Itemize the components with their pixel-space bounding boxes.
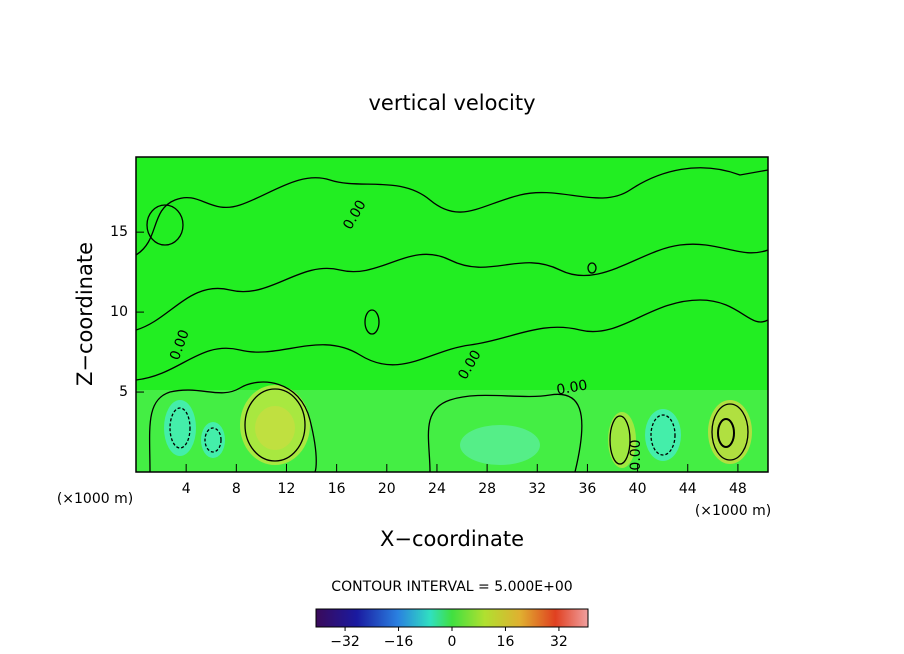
- colorbar-tick-label: −32: [330, 634, 360, 650]
- x-tick-label: 48: [729, 481, 747, 497]
- x-unit-label: (×1000 m): [57, 491, 133, 507]
- x-tick-label: 40: [629, 481, 647, 497]
- y-axis-label: Z−coordinate: [73, 242, 97, 386]
- x-tick-label: 12: [278, 481, 296, 497]
- x-tick-label: 24: [428, 481, 446, 497]
- plot-frame: [135, 156, 769, 473]
- colorbar: [315, 608, 589, 628]
- x-unit-label: (×1000 m): [695, 503, 771, 519]
- colorbar-tick-label: −16: [384, 634, 414, 650]
- colorbar-tick-label: 32: [550, 634, 568, 650]
- x-tick-label: 44: [679, 481, 697, 497]
- contour-label: 0.00: [628, 439, 644, 470]
- colorbar-tick-label: 16: [497, 634, 515, 650]
- y-tick-label: 15: [110, 224, 128, 240]
- contour-label: 0.00: [555, 377, 588, 398]
- x-axis-label: X−coordinate: [380, 527, 524, 551]
- contour-field: [136, 157, 768, 472]
- x-tick-label: 20: [378, 481, 396, 497]
- contour-interval: CONTOUR INTERVAL = 5.000E+00: [331, 579, 572, 595]
- chart-title: vertical velocity: [368, 91, 535, 115]
- x-tick-label: 8: [232, 481, 241, 497]
- y-tick-label: 10: [110, 304, 128, 320]
- x-tick-label: 4: [182, 481, 191, 497]
- x-tick-label: 32: [528, 481, 546, 497]
- x-tick-label: 16: [328, 481, 346, 497]
- x-tick-label: 28: [478, 481, 496, 497]
- colorbar-tick-label: 0: [448, 634, 457, 650]
- y-tick-label: 5: [119, 384, 128, 400]
- x-tick-label: 36: [579, 481, 597, 497]
